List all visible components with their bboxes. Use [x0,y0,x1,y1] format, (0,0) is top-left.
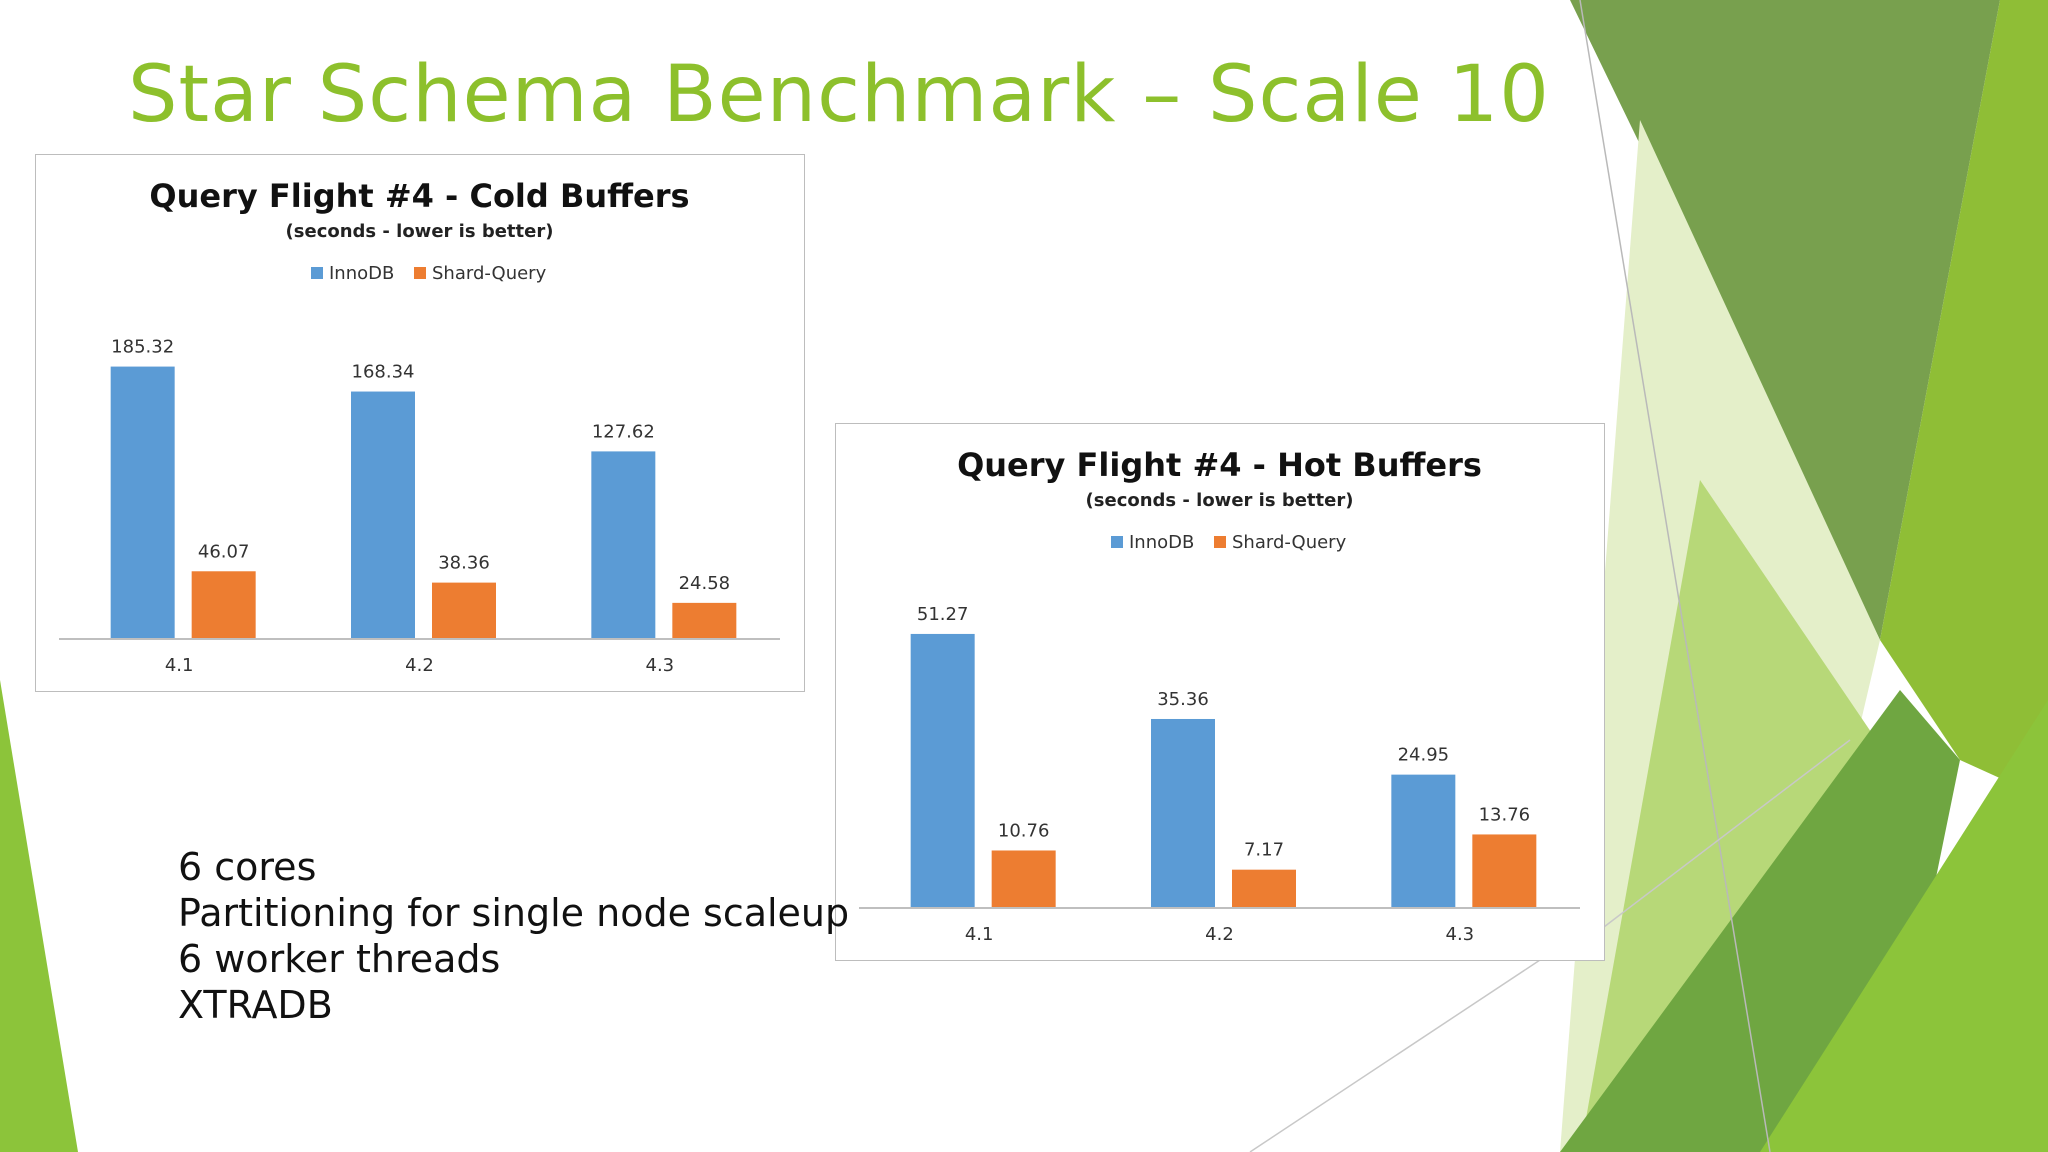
bar-innodb-0 [110,366,175,639]
note-partitioning: Partitioning for single node scaleup [178,891,850,935]
chart-cold-buffers-svg: Query Flight #4 - Cold Buffers (seconds -… [59,177,780,676]
bar-shard-query-2 [1472,834,1537,908]
chart-hot-buffers: Query Flight #4 - Hot Buffers (seconds - … [835,423,1605,961]
data-label-innodb-0: 51.27 [917,604,969,625]
bar-innodb-0 [910,633,975,908]
decor-shape-bottom-right [1760,700,2048,1152]
category-label-0: 4.1 [165,655,194,676]
slide-title: Star Schema Benchmark – Scale 10 [128,50,1550,140]
bar-innodb-1 [1151,718,1215,908]
bar-shard-query-2 [672,602,737,639]
data-label-shard-query-2: 24.58 [679,573,731,594]
legend-label-0: InnoDB [329,263,394,284]
data-label-innodb-0: 185.32 [111,337,174,358]
data-label-shard-query-2: 13.76 [1479,804,1531,825]
category-label-2: 4.3 [1446,924,1475,945]
slide-notes: 6 cores Partitioning for single node sca… [178,844,849,1028]
category-label-1: 4.2 [1205,924,1234,945]
legend-swatch-0 [1111,536,1123,548]
data-label-innodb-1: 168.34 [352,362,415,383]
chart-cold-buffers: Query Flight #4 - Cold Buffers (seconds -… [35,154,805,692]
decor-line-2 [1599,739,1851,931]
data-label-innodb-2: 127.62 [592,421,655,442]
data-label-shard-query-1: 7.17 [1244,840,1284,861]
decor-line-3 [1249,959,1541,1152]
legend-label-1: Shard-Query [432,263,547,284]
bar-shard-query-1 [1232,869,1296,908]
bar-shard-query-0 [191,571,256,639]
decor-shape-left-edge [0,680,78,1152]
chart-hot-buffers-svg: Query Flight #4 - Hot Buffers (seconds - … [859,446,1580,945]
legend-swatch-1 [1214,536,1226,548]
note-worker-threads: 6 worker threads [178,937,501,981]
bar-innodb-2 [591,451,656,639]
bar-shard-query-1 [432,582,496,639]
category-label-2: 4.3 [646,655,675,676]
legend-label-0: InnoDB [1129,532,1194,553]
data-label-innodb-2: 24.95 [1398,745,1450,766]
bar-shard-query-0 [991,850,1056,908]
bar-innodb-1 [351,391,415,639]
category-label-0: 4.1 [965,924,994,945]
legend-swatch-1 [414,267,426,279]
category-label-1: 4.2 [405,655,434,676]
data-label-shard-query-0: 46.07 [198,541,250,562]
bar-innodb-2 [1391,774,1456,908]
decor-line-1 [1579,0,1771,1152]
chart-subtitle: (seconds - lower is better) [1086,490,1354,511]
legend-swatch-0 [311,267,323,279]
data-label-shard-query-0: 10.76 [998,820,1050,841]
chart-title: Query Flight #4 - Hot Buffers [957,446,1482,484]
note-cores: 6 cores [178,845,317,889]
decor-shape-right-strip [1880,0,2048,800]
data-label-shard-query-1: 38.36 [438,553,490,574]
decor-shape-top-right [1570,0,2000,640]
note-engine: XTRADB [178,983,333,1027]
legend-label-1: Shard-Query [1232,532,1347,553]
chart-title: Query Flight #4 - Cold Buffers [149,177,689,215]
chart-subtitle: (seconds - lower is better) [286,221,554,242]
data-label-innodb-1: 35.36 [1157,689,1209,710]
